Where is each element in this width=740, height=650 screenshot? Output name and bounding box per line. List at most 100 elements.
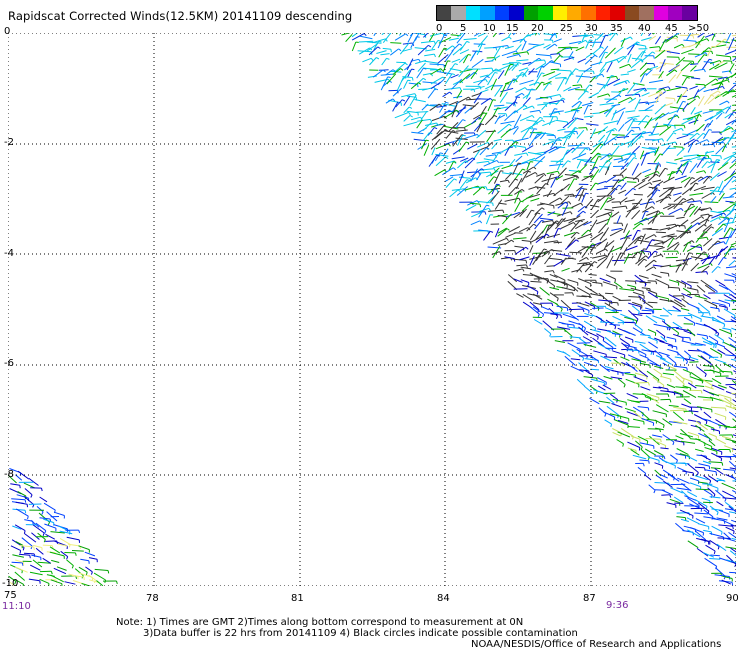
wind-barb [659,187,672,198]
wind-barb [639,459,649,462]
wind-barb [729,187,736,190]
wind-barb-tick [622,363,624,367]
wind-barb [532,116,541,127]
wind-barb [603,120,619,125]
wind-barb-tick [513,145,517,149]
wind-barb [703,88,712,93]
wind-barb [632,222,642,230]
wind-barb [35,547,44,555]
wind-barb [632,291,645,297]
wind-barb [508,33,512,37]
wind-barb [50,574,64,583]
wind-barb [577,305,590,311]
wind-barb [570,285,579,292]
wind-barb [583,105,589,115]
wind-barb-tick [457,189,461,193]
wind-barb [577,39,586,45]
wind-barb [11,561,23,564]
wind-barb [603,227,610,236]
wind-barb [501,164,514,170]
wind-barb [598,400,611,404]
wind-barb [626,349,639,351]
wind-barb [522,105,533,111]
wind-barb [658,70,664,79]
wind-barb [652,138,663,142]
wind-barb [675,163,683,175]
wind-barb-tick [733,530,735,534]
wind-barb [624,321,636,324]
wind-barb [502,213,512,225]
wind-barb-tick [724,407,727,412]
wind-barb [688,42,699,48]
wind-barb [430,81,441,90]
wind-barb-tick [506,228,510,231]
wind-barb-tick [644,73,648,75]
wind-barb [456,33,466,44]
wind-barb [644,104,655,111]
wind-barb [710,347,722,356]
wind-barb [596,238,608,247]
wind-barb [611,109,617,121]
wind-barb-tick [71,565,74,569]
wind-barb [654,104,666,115]
wind-barb [599,165,609,168]
wind-barb-tick [50,571,53,575]
wind-barb-tick [515,186,520,190]
wind-barb-tick [518,197,521,202]
wind-barb-tick [728,125,732,129]
wind-barb [651,273,662,278]
wind-barb [548,257,562,261]
wind-barb [670,409,684,412]
wind-barb-tick [552,39,554,44]
wind-barb-tick [520,200,524,203]
wind-barb [578,326,589,336]
wind-barb [514,191,520,204]
wind-barb-tick [707,123,711,125]
wind-barb [548,139,562,141]
wind-barb [697,175,708,182]
wind-barb [723,362,732,368]
wind-barb-tick [628,64,632,67]
wind-barb [571,100,580,108]
wind-barb [470,85,485,91]
wind-barb [640,334,650,337]
wind-barb [14,524,26,532]
wind-barb-tick [493,168,496,172]
wind-barb [666,241,679,251]
wind-barb [493,106,508,111]
wind-barb-tick [51,545,54,549]
wind-barb [673,192,682,196]
wind-barb [519,79,534,85]
wind-barb-tick [684,225,686,229]
wind-barb [688,410,699,413]
wind-barb [578,322,586,329]
wind-barb-tick [708,312,711,316]
wind-barb-tick [647,68,652,71]
wind-barb [683,138,695,146]
wind-map [8,33,736,586]
wind-barb [499,91,508,103]
wind-barb [620,37,626,47]
wind-barb [655,427,664,431]
wind-barb-tick [418,82,422,85]
wind-barb-tick [585,39,588,43]
wind-barb [596,83,606,86]
wind-barb [392,101,399,112]
wind-barb-tick [390,49,392,53]
wind-barb [521,40,527,51]
wind-barb-tick [690,62,694,65]
wind-barb [604,208,614,211]
wind-barb [667,344,677,348]
wind-barb [610,55,624,63]
wind-barb-tick [411,77,414,81]
wind-barb [711,141,725,144]
wind-barb [36,506,44,513]
wind-barb [715,145,725,155]
wind-barb [431,147,436,156]
wind-barb [445,63,456,77]
wind-barb [649,79,664,84]
wind-barb [10,545,21,551]
wind-barb [478,229,491,232]
wind-barb-tick [732,89,736,93]
wind-barb [725,377,736,381]
